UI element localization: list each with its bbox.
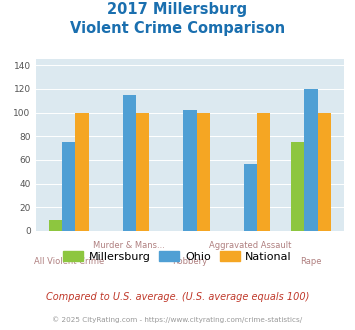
Bar [291,142,304,231]
Text: 2017 Millersburg: 2017 Millersburg [108,2,247,16]
Bar [197,113,210,231]
Text: Compared to U.S. average. (U.S. average equals 100): Compared to U.S. average. (U.S. average … [46,292,309,302]
Text: Aggravated Assault: Aggravated Assault [209,241,292,250]
Text: Robbery: Robbery [173,257,207,266]
Text: All Violent Crime: All Violent Crime [34,257,104,266]
Text: © 2025 CityRating.com - https://www.cityrating.com/crime-statistics/: © 2025 CityRating.com - https://www.city… [53,317,302,323]
Bar [257,113,271,231]
Bar [136,113,149,231]
Bar [62,142,76,231]
Text: Murder & Mans...: Murder & Mans... [93,241,165,250]
Bar [76,113,89,231]
Text: Violent Crime Comparison: Violent Crime Comparison [70,21,285,36]
Bar [318,113,331,231]
Legend: Millersburg, Ohio, National: Millersburg, Ohio, National [59,247,296,267]
Text: Rape: Rape [300,257,322,266]
Bar [304,89,318,231]
Bar [244,164,257,231]
Bar [123,95,136,231]
Bar [183,110,197,231]
Bar [49,220,62,231]
